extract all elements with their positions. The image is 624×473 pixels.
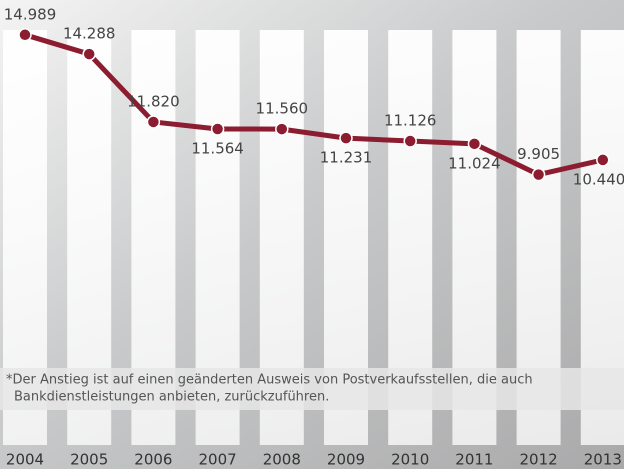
data-label: 14.989 <box>4 5 57 23</box>
x-tick-label: 2006 <box>134 451 172 469</box>
marker <box>597 154 609 166</box>
marker <box>83 48 95 60</box>
x-tick-label: 2012 <box>520 451 558 469</box>
data-label: 9.905 <box>517 145 560 163</box>
footnote: *Der Anstieg ist auf einen geänderten Au… <box>6 373 533 388</box>
x-tick-label: 2013 <box>584 451 622 469</box>
data-label: 11.126 <box>384 112 437 130</box>
x-tick-label: 2007 <box>199 451 237 469</box>
marker <box>276 123 288 135</box>
x-tick-label: 2011 <box>455 451 493 469</box>
marker <box>19 29 31 41</box>
data-label: 11.564 <box>191 139 244 157</box>
marker <box>147 116 159 128</box>
marker <box>533 169 545 181</box>
footnote: Bankdienstleistungen anbieten, zurückzuf… <box>14 390 329 405</box>
marker <box>212 123 224 135</box>
data-label: 10.440* <box>573 170 624 188</box>
data-label: 11.231 <box>320 149 373 167</box>
data-label: 11.024 <box>448 154 501 172</box>
data-label: 11.820 <box>127 92 180 110</box>
data-label: 11.560 <box>256 100 309 118</box>
x-tick-label: 2008 <box>263 451 301 469</box>
marker <box>468 138 480 150</box>
marker <box>340 132 352 144</box>
x-tick-label: 2009 <box>327 451 365 469</box>
marker <box>404 135 416 147</box>
chart: *Der Anstieg ist auf einen geänderten Au… <box>0 0 624 469</box>
data-label: 14.288 <box>63 25 116 43</box>
x-tick-label: 2005 <box>70 451 108 469</box>
x-tick-label: 2004 <box>6 451 44 469</box>
x-tick-label: 2010 <box>391 451 429 469</box>
